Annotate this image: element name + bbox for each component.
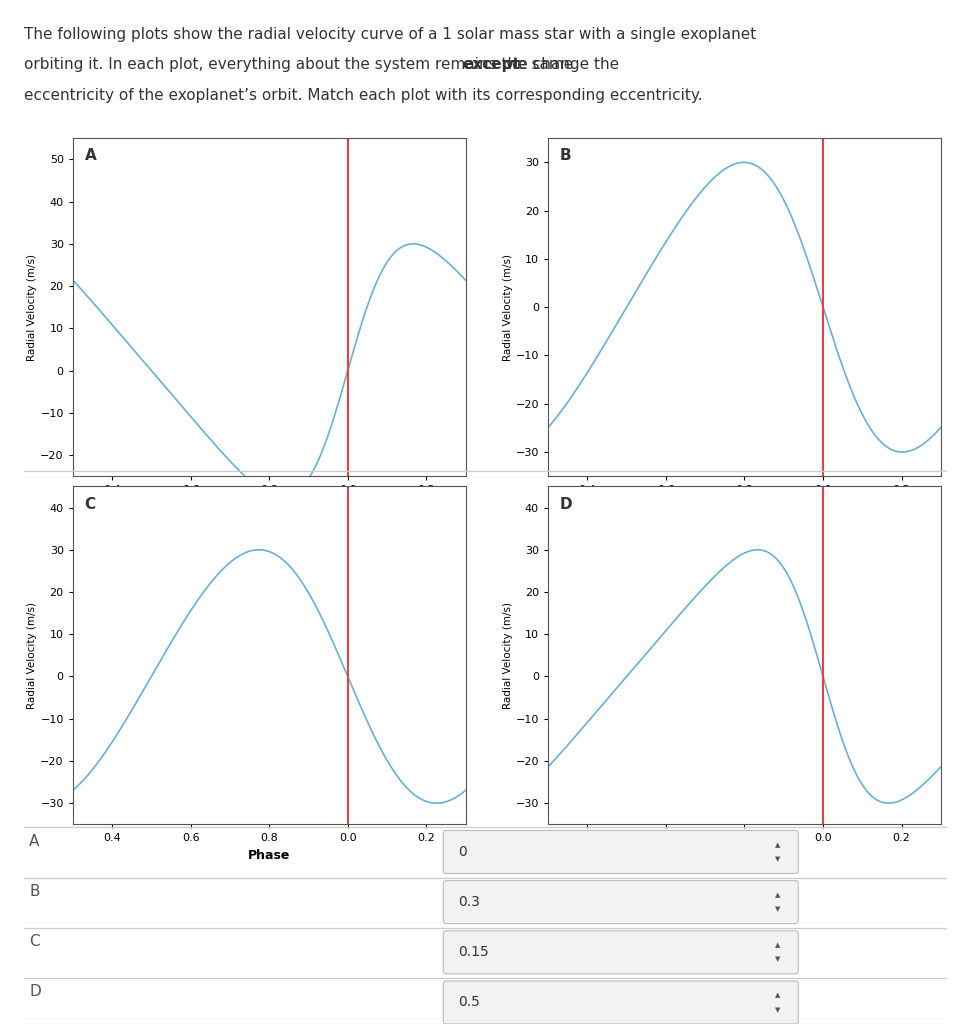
Text: ▲: ▲ [774, 992, 780, 998]
X-axis label: Phase: Phase [248, 501, 290, 514]
Text: 0: 0 [457, 845, 466, 859]
Text: C: C [84, 497, 96, 512]
Text: ▲: ▲ [774, 942, 780, 948]
Text: eccentricity of the exoplanet’s orbit. Match each plot with its corresponding ec: eccentricity of the exoplanet’s orbit. M… [24, 88, 703, 103]
Text: D: D [29, 984, 41, 999]
Text: ▲: ▲ [774, 892, 780, 898]
Text: orbiting it. In each plot, everything about the system remains the same: orbiting it. In each plot, everything ab… [24, 57, 578, 73]
Y-axis label: Radial Velocity (m/s): Radial Velocity (m/s) [502, 602, 513, 709]
Text: B: B [559, 148, 571, 164]
Y-axis label: Radial Velocity (m/s): Radial Velocity (m/s) [27, 602, 38, 709]
Text: except: except [462, 57, 520, 73]
Text: D: D [559, 497, 572, 512]
Text: The following plots show the radial velocity curve of a 1 solar mass star with a: The following plots show the radial velo… [24, 27, 756, 42]
Y-axis label: Radial Velocity (m/s): Radial Velocity (m/s) [502, 254, 513, 360]
X-axis label: Phase: Phase [248, 849, 290, 862]
Text: we change the: we change the [501, 57, 619, 73]
Text: C: C [29, 934, 40, 949]
X-axis label: Phase: Phase [723, 849, 765, 862]
Text: ▲: ▲ [774, 842, 780, 848]
Text: 0.5: 0.5 [457, 995, 480, 1010]
Text: ▼: ▼ [774, 1007, 780, 1013]
X-axis label: Phase: Phase [723, 501, 765, 514]
Text: ▼: ▼ [774, 956, 780, 963]
Text: A: A [84, 148, 96, 164]
Y-axis label: Radial Velocity (m/s): Radial Velocity (m/s) [27, 254, 38, 360]
Text: A: A [29, 834, 40, 849]
Text: 0.3: 0.3 [457, 895, 480, 909]
Text: ▼: ▼ [774, 856, 780, 862]
Text: 0.15: 0.15 [457, 945, 488, 959]
Text: ▼: ▼ [774, 906, 780, 912]
Text: B: B [29, 884, 40, 899]
